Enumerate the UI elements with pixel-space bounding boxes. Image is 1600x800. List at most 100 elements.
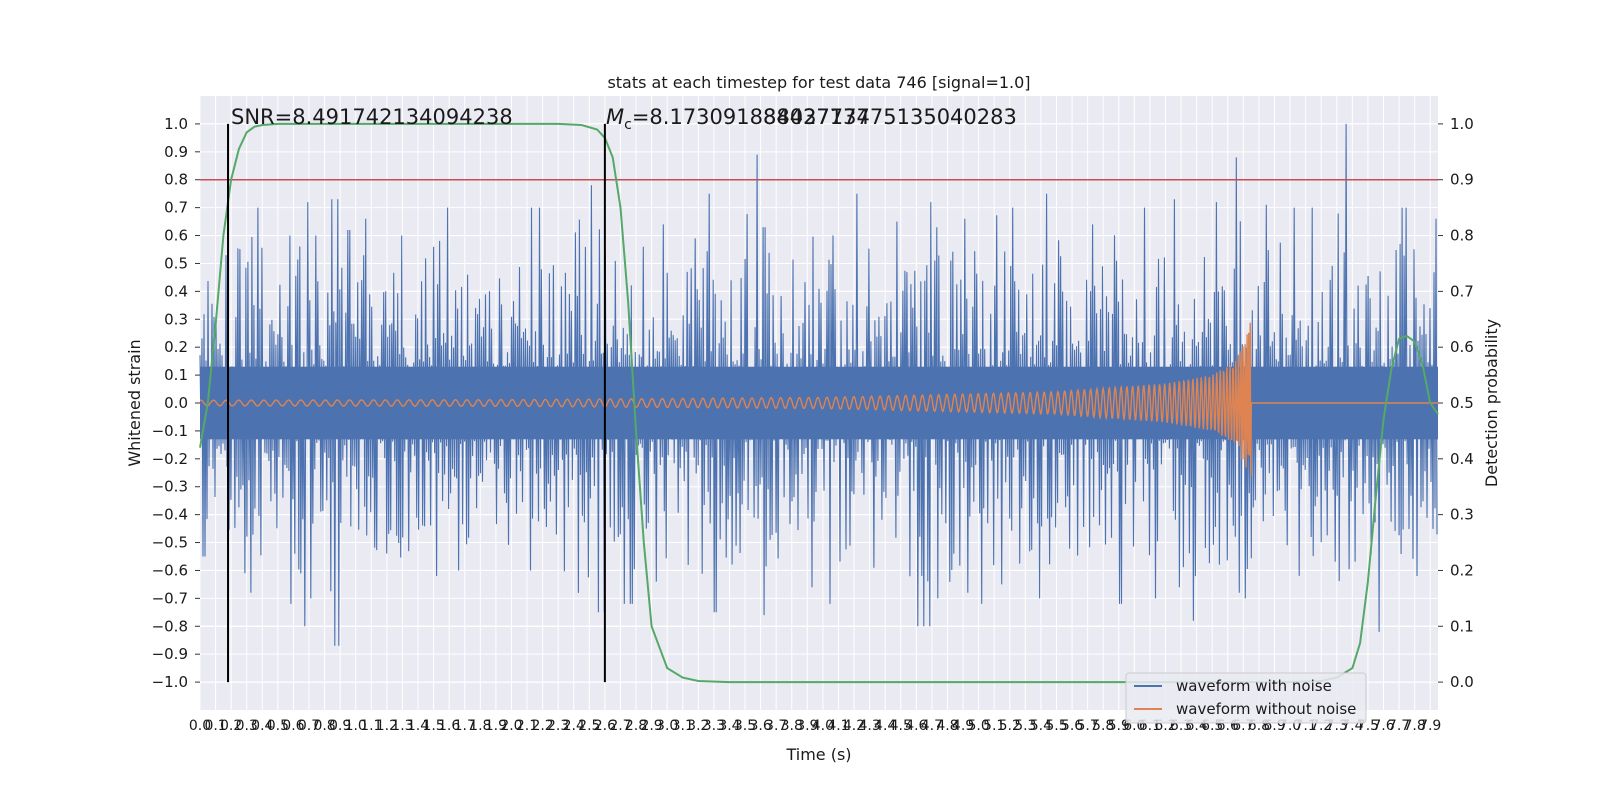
x-tick-label: 1.0 — [345, 718, 367, 734]
x-tick-label: 2.2 — [531, 718, 553, 734]
x-tick-label: 2.8 — [625, 718, 647, 734]
y2-tick-label: 0.3 — [1450, 506, 1474, 524]
x-tick-label: 7.9 — [1419, 718, 1441, 734]
y-tick-label: −0.1 — [152, 422, 188, 440]
x-tick-label: 5.4 — [1030, 718, 1052, 734]
x-tick-label: 3.9 — [796, 718, 818, 734]
y-tick-label: −0.3 — [152, 478, 188, 496]
x-tick-label: 0.1 — [204, 718, 226, 734]
chirp-mass-annotation: Mc=8.173091888427734 — [606, 105, 870, 133]
x-tick-label: 0.3 — [236, 718, 258, 734]
x-tick-label: 2.5 — [578, 718, 600, 734]
x-tick-label: 4.1 — [827, 718, 849, 734]
legend-label-clean: waveform without noise — [1176, 700, 1356, 718]
y-axis-label: Whitened strain — [125, 339, 144, 466]
y2-tick-label: 0.7 — [1450, 282, 1474, 300]
snr-annotation: SNR=8.491742134094238 — [231, 105, 513, 129]
x-axis-label: Time (s) — [785, 745, 851, 764]
y2-axis-ticks: 0.0 0.1 0.2 0.3 0.4 0.5 0.6 0.7 0.8 0.9 1.0 — [1438, 115, 1474, 691]
x-tick-label: 1.9 — [485, 718, 507, 734]
y2-tick-label: 0.6 — [1450, 338, 1474, 356]
x-tick-label: 3.6 — [749, 718, 771, 734]
y-tick-label: 0.7 — [164, 199, 188, 217]
x-tick-label: 0.5 — [267, 718, 289, 734]
y-tick-label: 0.5 — [164, 254, 188, 272]
x-tick-label: 4.5 — [890, 718, 912, 734]
y-tick-label: 0.0 — [164, 394, 188, 412]
chirp-mass-value: =8.173091888427734 — [632, 105, 870, 129]
x-tick-label: 3.5 — [734, 718, 756, 734]
y-tick-label: 0.6 — [164, 227, 188, 245]
x-tick-label: 4.9 — [952, 718, 974, 734]
x-tick-label: 4.4 — [874, 718, 896, 734]
x-tick-label: 5.8 — [1092, 718, 1114, 734]
x-tick-label: 7.6 — [1372, 718, 1394, 734]
x-tick-label: 0.0 — [189, 718, 211, 734]
y-tick-label: 0.2 — [164, 338, 188, 356]
x-tick-label: 3.4 — [718, 718, 740, 734]
y-tick-label: 1.0 — [164, 115, 188, 133]
chirp-mass-symbol: M — [606, 105, 624, 129]
y-tick-label: −0.6 — [152, 561, 188, 579]
x-tick-label: 1.3 — [391, 718, 413, 734]
x-tick-label: 5.6 — [1061, 718, 1083, 734]
y2-tick-label: 0.2 — [1450, 561, 1474, 579]
y-tick-label: −0.9 — [152, 645, 188, 663]
y2-tick-label: 1.0 — [1450, 115, 1474, 133]
x-tick-label: 3.3 — [703, 718, 725, 734]
x-tick-label: 3.1 — [672, 718, 694, 734]
x-tick-label: 4.7 — [921, 718, 943, 734]
x-tick-label: 4.2 — [843, 718, 865, 734]
x-tick-label: 7.7 — [1388, 718, 1410, 734]
x-tick-label: 0.8 — [313, 718, 335, 734]
y2-tick-label: 0.9 — [1450, 171, 1474, 189]
x-tick-label: 5.7 — [1076, 718, 1098, 734]
vertical-markers — [227, 123, 606, 683]
y-tick-label: −0.2 — [152, 450, 188, 468]
y-axis-ticks: −1.0 −0.9 −0.8 −0.7 −0.6 −0.5 −0.4 −0.3 −0.2 −0.1… — [152, 115, 200, 691]
x-tick-label: 4.8 — [936, 718, 958, 734]
overlap-annotation: 8403717775135040283 — [763, 105, 1017, 129]
legend-box — [1125, 672, 1367, 724]
y-tick-label: −0.5 — [152, 534, 188, 552]
y2-axis-label: Detection probability — [1482, 319, 1501, 487]
x-tick-label: 0.7 — [298, 718, 320, 734]
chirp-mass-subscript: c — [624, 117, 632, 133]
y2-tick-label: 0.0 — [1450, 673, 1474, 691]
x-tick-label: 1.5 — [422, 718, 444, 734]
x-tick-label: 3.7 — [765, 718, 787, 734]
y-tick-label: 0.9 — [164, 143, 188, 161]
y2-tick-label: 0.4 — [1450, 450, 1474, 468]
x-tick-label: 0.9 — [329, 718, 351, 734]
x-tick-label: 4.0 — [812, 718, 834, 734]
y-tick-label: −1.0 — [152, 673, 188, 691]
y-tick-label: 0.3 — [164, 310, 188, 328]
y-tick-label: 0.8 — [164, 171, 188, 189]
x-tick-label: 2.1 — [516, 718, 538, 734]
x-tick-label: 5.5 — [1045, 718, 1067, 734]
series-waveform-without-noise — [199, 322, 1438, 476]
x-tick-label: 5.1 — [983, 718, 1005, 734]
y2-tick-label: 0.1 — [1450, 617, 1474, 635]
x-tick-label: 0.6 — [282, 718, 304, 734]
x-tick-label: 3.0 — [656, 718, 678, 734]
x-tick-label: 5.2 — [999, 718, 1021, 734]
y-tick-label: −0.8 — [152, 617, 188, 635]
x-tick-label: 7.8 — [1404, 718, 1426, 734]
chirp-trace — [199, 322, 1438, 476]
y-tick-label: −0.7 — [152, 589, 188, 607]
y2-tick-label: 0.5 — [1450, 394, 1474, 412]
x-tick-label: 1.2 — [376, 718, 398, 734]
x-tick-label: 2.3 — [547, 718, 569, 734]
x-tick-label: 1.7 — [454, 718, 476, 734]
y-tick-label: −0.4 — [152, 506, 188, 524]
y2-tick-label: 0.8 — [1450, 227, 1474, 245]
chart-title: stats at each timestep for test data 746… — [607, 73, 1030, 92]
x-tick-label: 1.8 — [469, 718, 491, 734]
x-tick-label: 0.2 — [220, 718, 242, 734]
x-tick-label: 2.0 — [500, 718, 522, 734]
x-tick-label: 1.6 — [438, 718, 460, 734]
series-detection-probability — [199, 122, 1439, 684]
x-tick-label: 4.6 — [905, 718, 927, 734]
x-tick-label: 5.3 — [1014, 718, 1036, 734]
